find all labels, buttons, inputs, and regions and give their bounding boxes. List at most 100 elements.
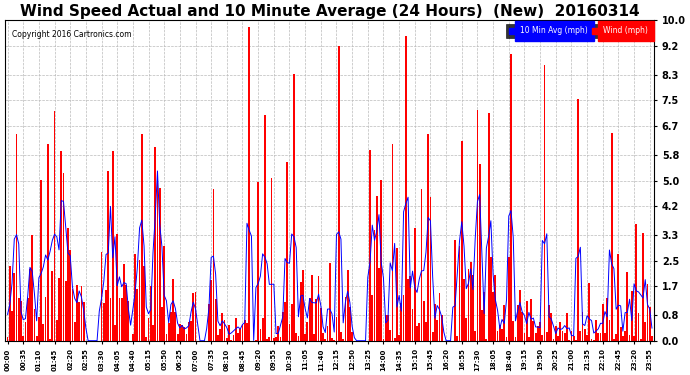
Bar	[326, 326, 328, 341]
Bar	[259, 329, 262, 341]
Bar	[270, 177, 273, 341]
Bar	[488, 113, 489, 341]
Bar	[421, 189, 422, 341]
Bar	[481, 310, 483, 341]
Bar	[170, 312, 172, 341]
Bar	[510, 54, 512, 341]
Bar	[477, 110, 478, 341]
Bar	[275, 336, 277, 341]
Bar	[237, 333, 239, 341]
Bar	[631, 291, 633, 341]
Bar	[551, 313, 552, 341]
Bar	[175, 312, 176, 341]
Bar	[139, 260, 141, 341]
Bar	[34, 309, 35, 341]
Bar	[315, 299, 317, 341]
Bar	[649, 308, 651, 341]
Bar	[74, 322, 76, 341]
Bar	[454, 240, 456, 341]
Bar	[465, 318, 467, 341]
Bar	[146, 337, 147, 341]
Bar	[644, 322, 646, 341]
Bar	[562, 331, 563, 341]
Bar	[508, 257, 510, 341]
Bar	[150, 286, 152, 341]
Bar	[468, 269, 469, 341]
Bar	[640, 339, 642, 341]
Bar	[322, 333, 324, 341]
Bar	[168, 323, 170, 341]
Bar	[635, 224, 637, 341]
Bar	[544, 64, 546, 341]
Bar	[282, 312, 284, 341]
Bar	[598, 333, 599, 341]
Bar	[11, 311, 13, 341]
Bar	[36, 336, 37, 341]
Bar	[387, 315, 389, 341]
Bar	[376, 196, 377, 341]
Bar	[297, 336, 299, 341]
Bar	[157, 178, 159, 341]
Bar	[78, 302, 80, 341]
Bar	[573, 336, 575, 341]
Bar	[286, 162, 288, 341]
Bar	[499, 325, 501, 341]
Bar	[569, 340, 570, 341]
Bar	[241, 324, 244, 341]
Bar	[177, 334, 179, 341]
Bar	[110, 298, 111, 341]
Bar	[108, 171, 109, 341]
Bar	[513, 321, 514, 341]
Bar	[398, 334, 400, 341]
Bar	[351, 332, 353, 341]
Bar	[530, 300, 532, 341]
Bar	[329, 263, 331, 341]
Bar	[396, 249, 397, 341]
Bar	[29, 269, 31, 341]
Bar	[317, 276, 319, 341]
Bar	[624, 330, 626, 341]
Bar	[517, 305, 519, 341]
Bar	[504, 304, 505, 341]
Bar	[112, 151, 114, 341]
Bar	[627, 272, 628, 341]
Bar	[38, 317, 40, 341]
Bar	[553, 339, 554, 341]
Bar	[193, 293, 194, 341]
Bar	[148, 318, 150, 341]
Bar	[604, 333, 606, 341]
Bar	[299, 282, 302, 341]
Bar	[123, 264, 125, 341]
Bar	[16, 134, 17, 341]
Bar	[575, 340, 577, 341]
Bar	[60, 151, 62, 341]
Bar	[166, 334, 167, 341]
Bar	[600, 333, 602, 341]
Bar	[405, 36, 406, 341]
Bar	[456, 336, 458, 341]
Bar	[221, 314, 224, 341]
Bar	[217, 334, 219, 341]
Bar	[27, 298, 28, 341]
Bar	[403, 296, 404, 341]
Bar	[425, 322, 427, 341]
Bar	[83, 303, 85, 341]
Bar	[609, 320, 611, 341]
Bar	[311, 275, 313, 341]
Bar	[620, 327, 622, 341]
Bar	[132, 334, 134, 341]
Title: Wind Speed Actual and 10 Minute Average (24 Hours)  (New)  20160314: Wind Speed Actual and 10 Minute Average …	[20, 4, 640, 19]
Bar	[13, 273, 15, 341]
Bar	[463, 279, 465, 341]
Bar	[474, 331, 476, 341]
Bar	[539, 322, 541, 341]
Bar	[369, 150, 371, 341]
Bar	[179, 324, 181, 341]
Bar	[423, 301, 424, 341]
Bar	[121, 298, 123, 341]
Bar	[304, 334, 306, 341]
Bar	[427, 134, 429, 341]
Bar	[461, 141, 463, 341]
Bar	[647, 284, 649, 341]
Bar	[519, 290, 521, 341]
